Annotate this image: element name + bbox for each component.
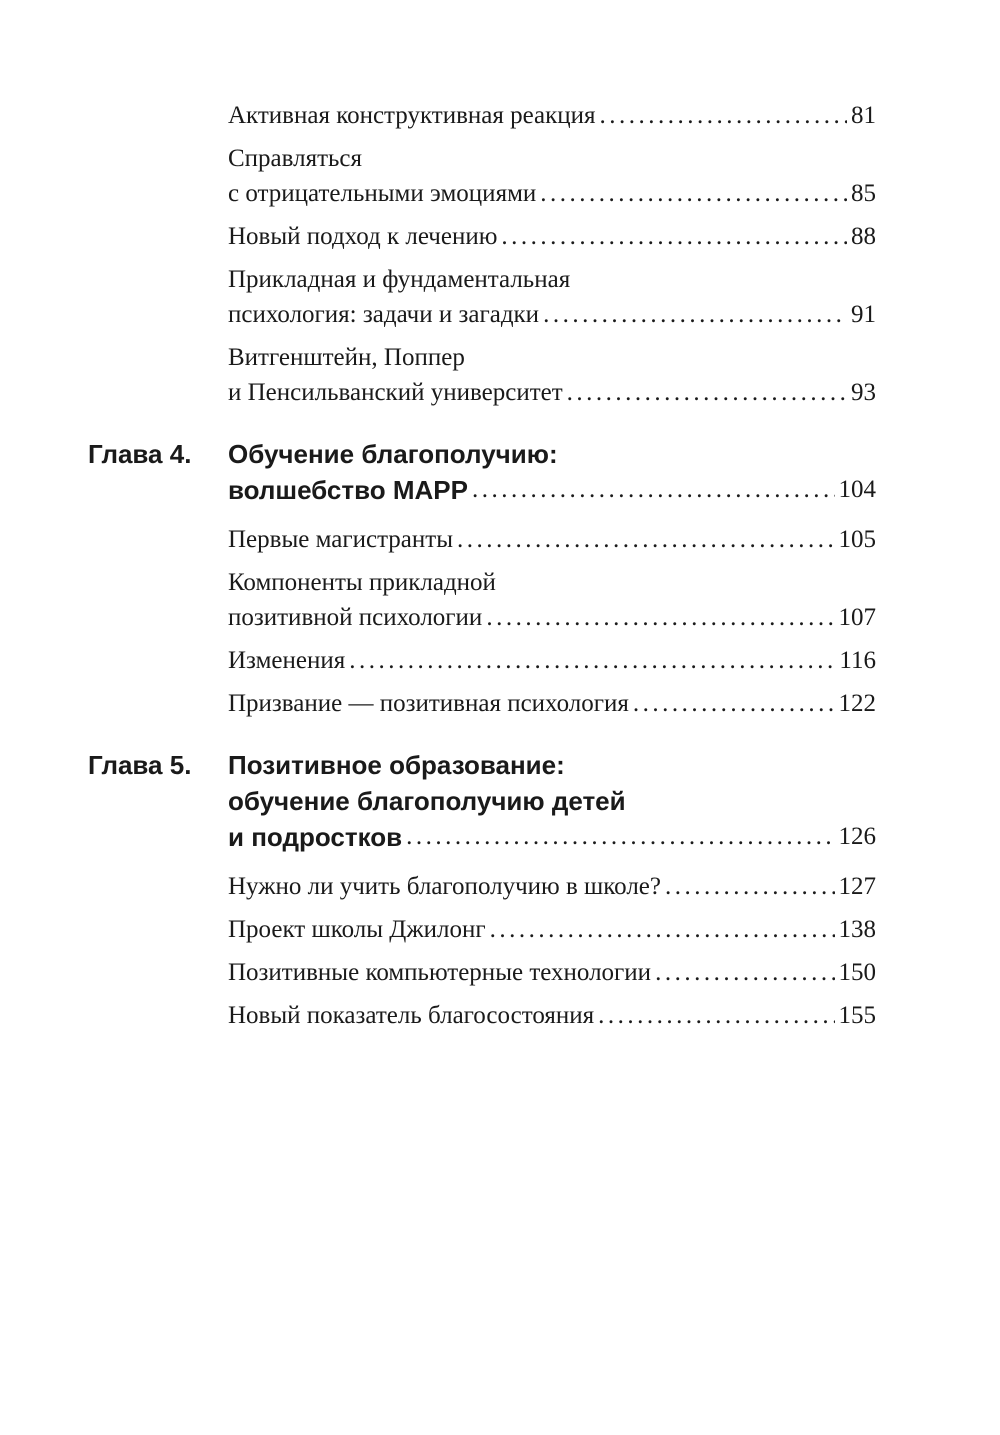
chapter-label: Глава 4. — [88, 439, 192, 469]
toc-chapter[interactable]: Глава 5. Позитивное образование: обучение … — [0, 747, 1000, 855]
page-number: 105 — [838, 526, 877, 553]
dot-leader: ........................................… — [543, 301, 847, 328]
entry-title: Активная конструктивная реакция — [228, 102, 596, 129]
entry-title: Обучение благополучию: — [228, 439, 558, 469]
dot-leader: ........................................… — [599, 102, 847, 129]
page-number: 127 — [838, 873, 877, 900]
entry-title: Позитивное образование: — [228, 750, 565, 780]
entry-title: Компоненты прикладной — [228, 569, 496, 596]
entry-title: психология: задачи и загадки — [228, 301, 540, 328]
page-number: 155 — [838, 1002, 877, 1029]
entry-title: и подростков — [228, 822, 403, 852]
toc-chapter[interactable]: Глава 4. Обучение благополучию: волшебство… — [0, 436, 1000, 508]
entry-title: и Пенсильванский университет — [228, 379, 563, 406]
entry-title: волшебство MAPP — [228, 475, 468, 505]
page-number: 126 — [838, 823, 877, 850]
toc-entry[interactable]: Прикладная и фундаментальная психология: … — [228, 262, 876, 332]
chapter-label: Глава 5. — [88, 750, 192, 780]
dot-leader: ........................................… — [457, 526, 835, 553]
dot-leader: ........................................… — [501, 223, 847, 250]
entry-title: Позитивные компьютерные технологии — [228, 959, 652, 986]
toc-entry[interactable]: Нужно ли учить благополучию в школе?....… — [228, 869, 876, 904]
table-of-contents: Активная конструктивная реакция.........… — [0, 98, 1000, 1041]
page-number: 138 — [838, 916, 877, 943]
entry-title: Проект школы Джилонг — [228, 916, 486, 943]
dot-leader: ........................................… — [540, 180, 847, 207]
toc-entry[interactable]: Витгенштейн, Поппер и Пенсильванский унив… — [228, 340, 876, 410]
entry-title: Прикладная и фундаментальная — [228, 266, 571, 293]
dot-leader: ........................................… — [655, 959, 834, 986]
toc-entry[interactable]: Компоненты прикладной позитивной психолог… — [228, 565, 876, 635]
page-number: 122 — [838, 690, 877, 717]
entry-title: Изменения — [228, 647, 346, 674]
page-number: 81 — [851, 102, 876, 129]
toc-entry[interactable]: Первые магистранты......................… — [228, 522, 876, 557]
dot-leader: ........................................… — [566, 379, 847, 406]
dot-leader: ........................................… — [486, 604, 834, 631]
toc-entry[interactable]: Новый показатель благосостояния.........… — [228, 998, 876, 1033]
page-number: 104 — [838, 476, 877, 503]
page-number: 88 — [851, 223, 876, 250]
entry-title: с отрицательными эмоциями — [228, 180, 537, 207]
page-number: 93 — [851, 379, 876, 406]
dot-leader: ........................................… — [489, 916, 835, 943]
toc-entry[interactable]: Справляться с отрицательными эмоциями....… — [228, 141, 876, 211]
entry-title: Справляться — [228, 145, 363, 172]
toc-entry[interactable]: Новый подход к лечению..................… — [228, 219, 876, 254]
toc-entry[interactable]: Проект школы Джилонг....................… — [228, 912, 876, 947]
entry-title: Нужно ли учить благополучию в школе? — [228, 873, 661, 900]
entry-title: Витгенштейн, Поппер — [228, 344, 465, 371]
entry-title: обучение благополучию детей — [228, 786, 626, 816]
toc-entry[interactable]: Изменения...............................… — [228, 643, 876, 678]
dot-leader: ........................................… — [471, 476, 835, 503]
entry-title: Первые магистранты — [228, 526, 453, 553]
dot-leader: ........................................… — [598, 1002, 835, 1029]
page-number: 116 — [839, 647, 876, 674]
page-number: 85 — [851, 180, 876, 207]
dot-leader: ........................................… — [349, 647, 836, 674]
dot-leader: ........................................… — [632, 690, 835, 717]
toc-entry[interactable]: Позитивные компьютерные технологии......… — [228, 955, 876, 990]
toc-entry[interactable]: Активная конструктивная реакция.........… — [228, 98, 876, 133]
toc-entry[interactable]: Призвание — позитивная психология.......… — [228, 686, 876, 721]
entry-title: позитивной психологии — [228, 604, 483, 631]
entry-title: Призвание — позитивная психология — [228, 690, 629, 717]
page-number: 150 — [838, 959, 877, 986]
dot-leader: ........................................… — [406, 823, 835, 850]
page-number: 91 — [851, 301, 876, 328]
entry-title: Новый подход к лечению — [228, 223, 498, 250]
dot-leader: ........................................… — [664, 873, 835, 900]
page-number: 107 — [838, 604, 877, 631]
entry-title: Новый показатель благосостояния — [228, 1002, 595, 1029]
